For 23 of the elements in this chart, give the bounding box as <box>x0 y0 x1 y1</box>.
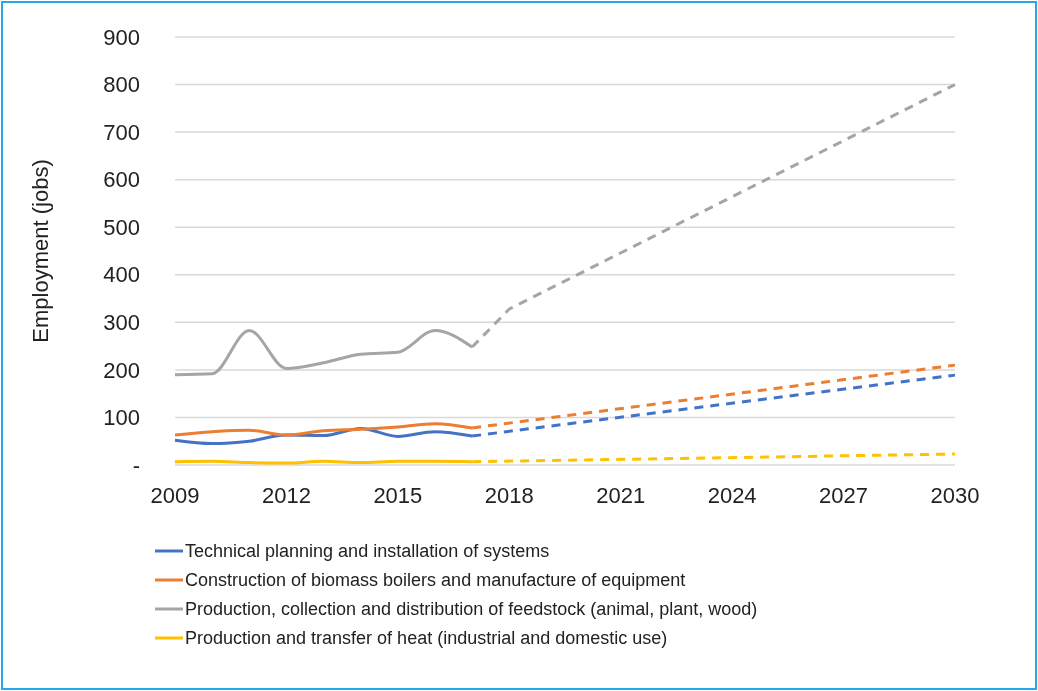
y-tick-label: 100 <box>103 405 140 431</box>
x-tick-label: 2021 <box>596 483 646 508</box>
y-tick-label: 400 <box>103 262 140 288</box>
y-axis-title: Employment (jobs) <box>28 159 53 343</box>
x-tick-label: 2027 <box>819 483 869 508</box>
x-tick-label: 2018 <box>484 483 534 508</box>
y-tick-label: 600 <box>103 167 140 193</box>
y-tick-label: 700 <box>103 119 140 145</box>
x-tick-label: 2024 <box>707 483 757 508</box>
legend-label: Production, collection and distribution of feedstock (animal, plant, wood) <box>185 599 758 620</box>
x-tick-label: 2030 <box>930 483 980 508</box>
y-tick-label: 500 <box>103 214 140 240</box>
y-tick-label: 800 <box>103 72 140 98</box>
y-tick-label: 200 <box>103 357 140 383</box>
y-tick-label: 900 <box>103 24 140 50</box>
x-tick-label: 2015 <box>373 483 423 508</box>
x-tick-label: 2009 <box>150 483 200 508</box>
y-tick-label: 300 <box>103 310 140 336</box>
y-tick-label: - <box>132 452 140 478</box>
legend-label: Construction of biomass boilers and manufacture of equipment <box>185 570 686 591</box>
legend-label: Production and transfer of heat (industrial and domestic use) <box>185 628 668 649</box>
legend-label: Technical planning and installation of systems <box>185 541 550 562</box>
x-tick-label: 2012 <box>261 483 311 508</box>
